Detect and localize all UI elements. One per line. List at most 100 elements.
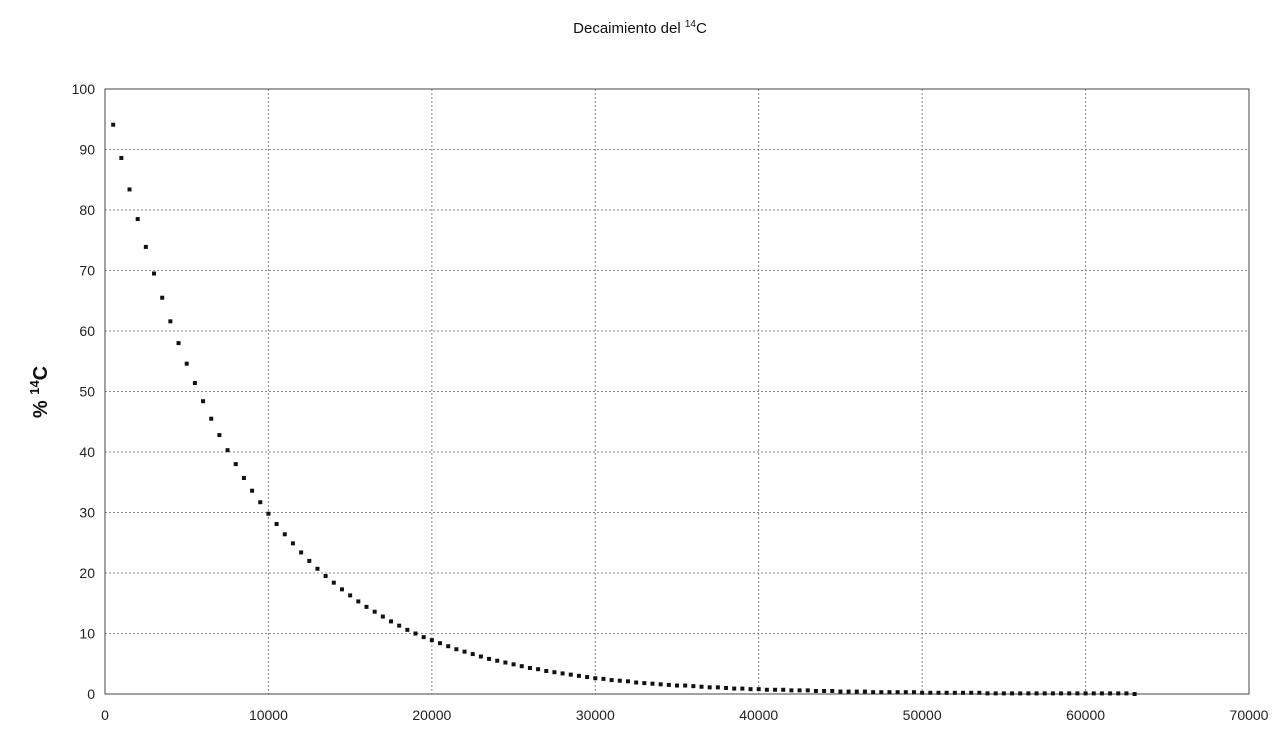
y-tick-label: 0 [87, 686, 95, 702]
data-point [871, 690, 876, 695]
grid [105, 89, 1249, 694]
data-point [609, 678, 614, 683]
data-point [519, 664, 524, 669]
data-point [568, 672, 573, 677]
x-tick-label: 20000 [412, 707, 451, 723]
data-point [699, 684, 704, 689]
data-point [707, 685, 712, 690]
data-point [454, 647, 459, 652]
data-point [928, 690, 933, 695]
data-point [225, 448, 230, 453]
x-tick-label: 50000 [903, 707, 942, 723]
data-point [413, 631, 418, 636]
data-point [1042, 691, 1047, 696]
data-point [250, 488, 255, 493]
data-point [1034, 691, 1039, 696]
data-point [1059, 691, 1064, 696]
data-series [111, 122, 1137, 696]
data-point [813, 688, 818, 693]
data-point [1083, 691, 1088, 696]
data-point [1026, 691, 1031, 696]
data-point [846, 689, 851, 694]
data-point [544, 669, 549, 674]
data-point [1099, 691, 1104, 696]
data-point [470, 652, 475, 657]
data-point [773, 687, 778, 692]
data-point [356, 599, 361, 604]
data-point [911, 690, 916, 695]
data-point [372, 609, 377, 614]
data-point [903, 690, 908, 695]
data-point [315, 566, 320, 571]
data-point [879, 690, 884, 695]
data-point [862, 689, 867, 694]
data-point [299, 550, 304, 555]
data-point [593, 676, 598, 681]
data-point [1050, 691, 1055, 696]
data-point [217, 433, 222, 438]
data-point [462, 649, 467, 654]
data-point [944, 690, 949, 695]
data-point [675, 683, 679, 688]
data-point [601, 676, 606, 681]
y-axis-ticks: 0 10 20 30 40 50 60 70 80 90 100 [72, 81, 96, 702]
data-point [527, 665, 532, 670]
data-point [1132, 692, 1137, 696]
data-point [331, 580, 336, 585]
data-point [854, 689, 859, 694]
data-point [724, 685, 729, 690]
data-point [822, 688, 827, 693]
y-tick-label: 90 [79, 142, 95, 158]
data-point [184, 361, 189, 366]
y-tick-label: 30 [79, 505, 95, 521]
data-point [233, 462, 238, 467]
data-point [585, 675, 590, 680]
data-point [895, 690, 900, 695]
y-tick-label: 20 [79, 565, 95, 581]
data-point [176, 341, 181, 346]
x-tick-label: 30000 [576, 707, 615, 723]
data-point [364, 604, 369, 609]
data-point [323, 574, 328, 579]
data-point [789, 688, 794, 693]
data-point [732, 686, 737, 691]
data-point [552, 670, 557, 675]
data-point [290, 541, 295, 546]
data-point [421, 635, 426, 640]
data-point [830, 688, 835, 693]
data-point [307, 558, 312, 563]
data-point [658, 682, 663, 687]
data-point [339, 587, 344, 592]
chart-title-superscript: 14 [685, 19, 697, 30]
y-tick-label: 80 [79, 202, 95, 218]
plot-area-frame [104, 88, 1250, 695]
data-point [781, 687, 786, 692]
y-tick-label: 10 [79, 626, 95, 642]
data-point [1075, 691, 1080, 696]
data-point [536, 667, 541, 672]
data-point [160, 295, 165, 300]
data-point [438, 641, 443, 646]
y-tick-label: 60 [79, 323, 95, 339]
data-point [143, 244, 148, 249]
data-point [135, 217, 140, 222]
data-point [977, 690, 982, 695]
data-point [274, 521, 279, 526]
x-tick-label: 60000 [1066, 707, 1105, 723]
data-point [119, 155, 124, 160]
x-tick-label: 0 [101, 707, 109, 723]
x-axis-ticks: 0 10000 20000 30000 40000 50000 60000 70000 [101, 707, 1269, 723]
data-point [797, 688, 802, 693]
svg-text:% 14C: % 14C [27, 366, 52, 418]
data-point [920, 690, 925, 695]
data-point [1018, 691, 1023, 696]
data-point [764, 687, 769, 692]
data-point [397, 623, 402, 628]
y-tick-label: 40 [79, 444, 95, 460]
data-point [405, 627, 410, 632]
data-point [241, 476, 246, 481]
data-point [348, 593, 353, 598]
data-point [936, 690, 941, 695]
data-point [838, 689, 843, 694]
